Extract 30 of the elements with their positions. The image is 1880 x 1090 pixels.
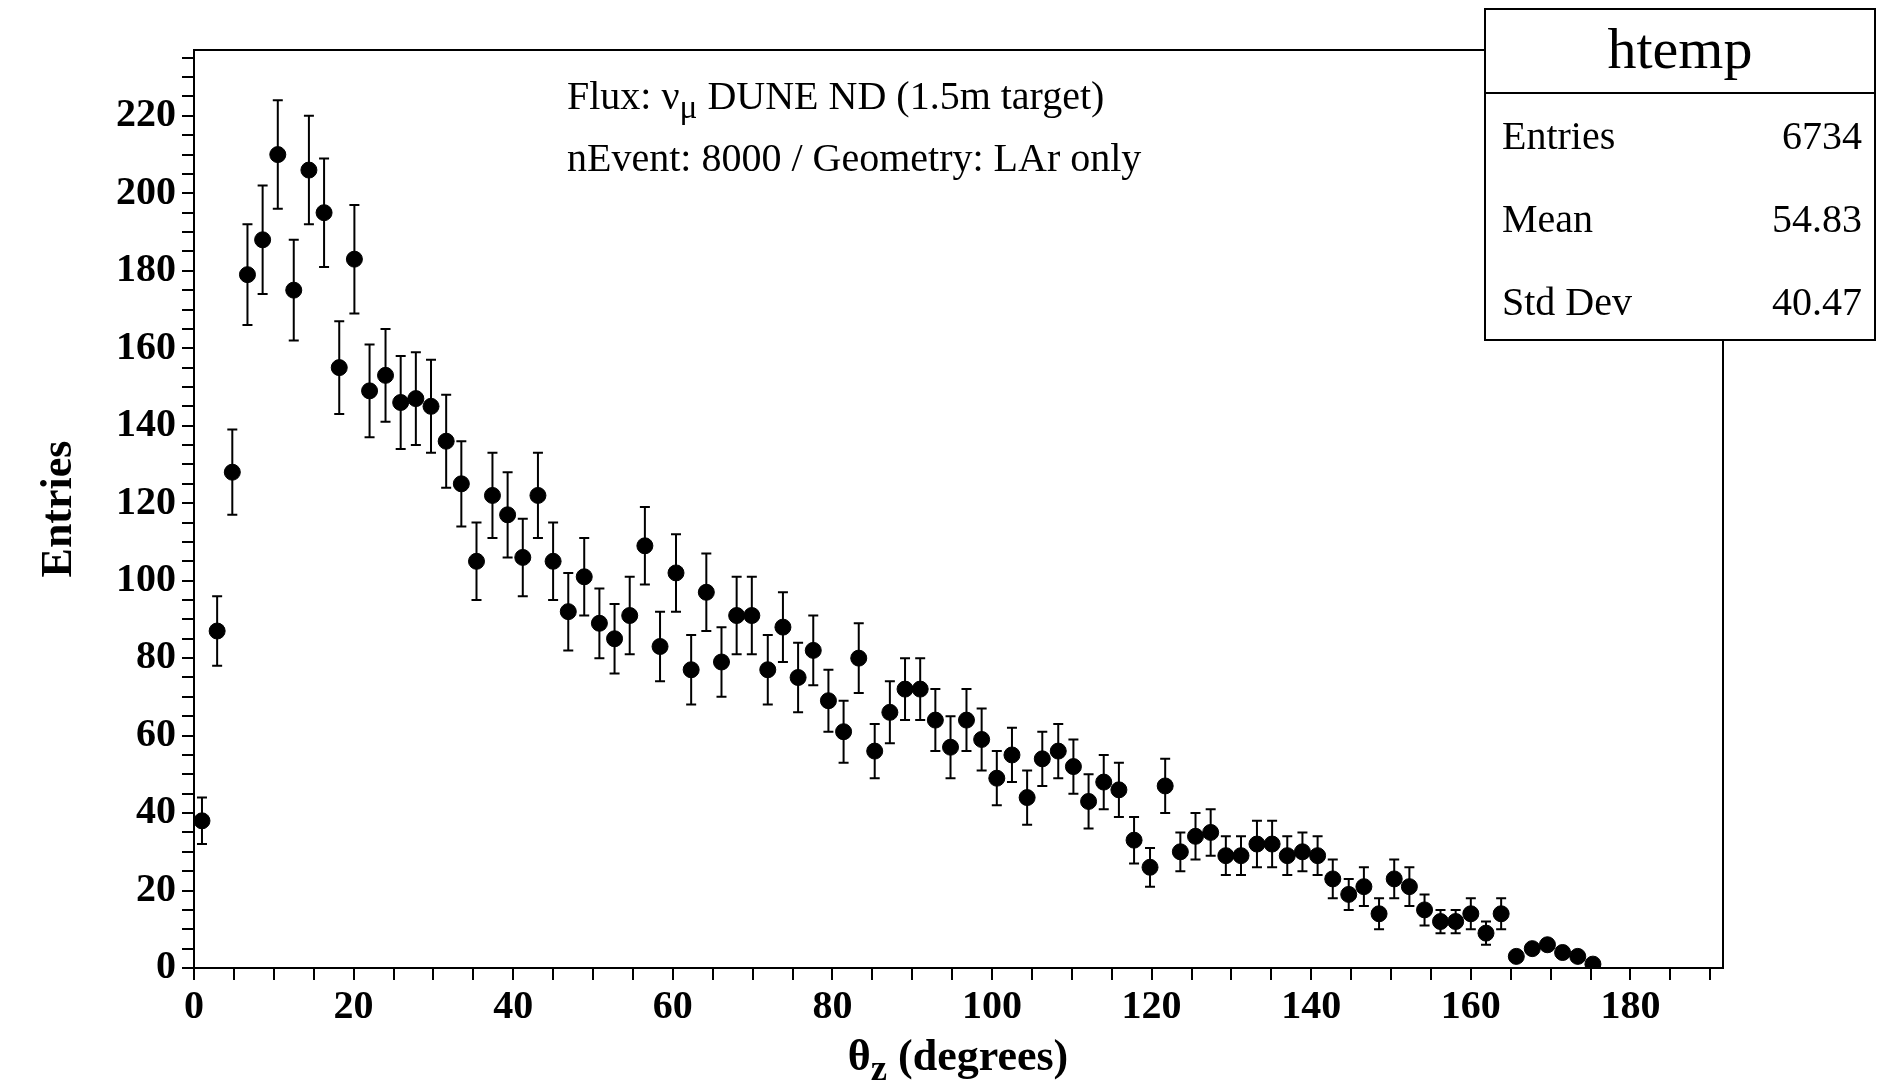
x-axis-title: θ$_{z}$ (degrees) [847,1030,1069,1089]
x-tick-label: 60 [652,982,693,1028]
y-tick-label: 40 [136,787,176,833]
y-tick-label: 60 [136,709,176,755]
y-axis-title: Entries [30,440,82,578]
x-tick-label: 100 [962,982,1023,1028]
x-tick-label: 140 [1281,982,1342,1028]
y-tick-label: 100 [116,554,176,600]
x-tick-label: 80 [812,982,853,1028]
y-tick-label: 0 [156,942,176,988]
x-tick-label: 120 [1121,982,1182,1028]
x-tick-label: 0 [184,982,204,1028]
x-tick-label: 20 [333,982,374,1028]
x-tick-label: 180 [1600,982,1661,1028]
y-tick-label: 180 [116,245,176,291]
y-tick-label: 220 [116,90,176,136]
annotation: nEvent: 8000 / Geometry: LAr only [567,134,1142,181]
chart-title: htemp [1486,10,1874,94]
text: Mean 54.83 [1502,196,1862,241]
annotation: Flux: ν$_{μ}$ DUNE ND (1.5m target) [567,72,1105,126]
y-tick-label: 140 [116,400,176,446]
y-tick-label: 80 [136,632,176,678]
y-tick-label: 160 [116,322,176,368]
text: Std Dev 40.47 [1502,279,1862,324]
y-tick-label: 20 [136,864,176,910]
y-tick-label: 120 [116,477,176,523]
x-tick-label: 160 [1440,982,1501,1028]
y-tick-label: 200 [116,167,176,213]
text: Entries 6734 [1502,113,1862,158]
x-tick-label: 40 [493,982,534,1028]
